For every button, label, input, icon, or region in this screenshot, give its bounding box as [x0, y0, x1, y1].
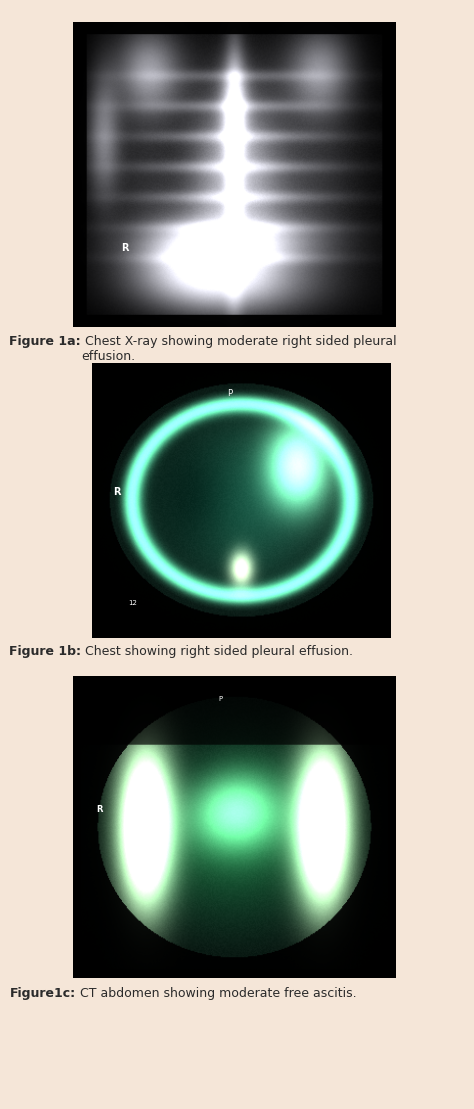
Text: Figure1c:: Figure1c: — [9, 987, 76, 1000]
Text: P: P — [227, 388, 232, 398]
Text: R: R — [121, 243, 129, 253]
Text: Figure 1a:: Figure 1a: — [9, 335, 81, 348]
Text: P: P — [219, 695, 223, 702]
Text: Chest showing right sided pleural effusion.: Chest showing right sided pleural effusi… — [82, 645, 354, 659]
Text: CT abdomen showing moderate free ascitis.: CT abdomen showing moderate free ascitis… — [76, 987, 356, 1000]
Text: R: R — [96, 805, 102, 814]
Text: Chest X-ray showing moderate right sided pleural
effusion.: Chest X-ray showing moderate right sided… — [81, 335, 397, 363]
Text: R: R — [113, 487, 121, 497]
Text: Figure 1b:: Figure 1b: — [9, 645, 82, 659]
Text: 12: 12 — [128, 600, 137, 606]
